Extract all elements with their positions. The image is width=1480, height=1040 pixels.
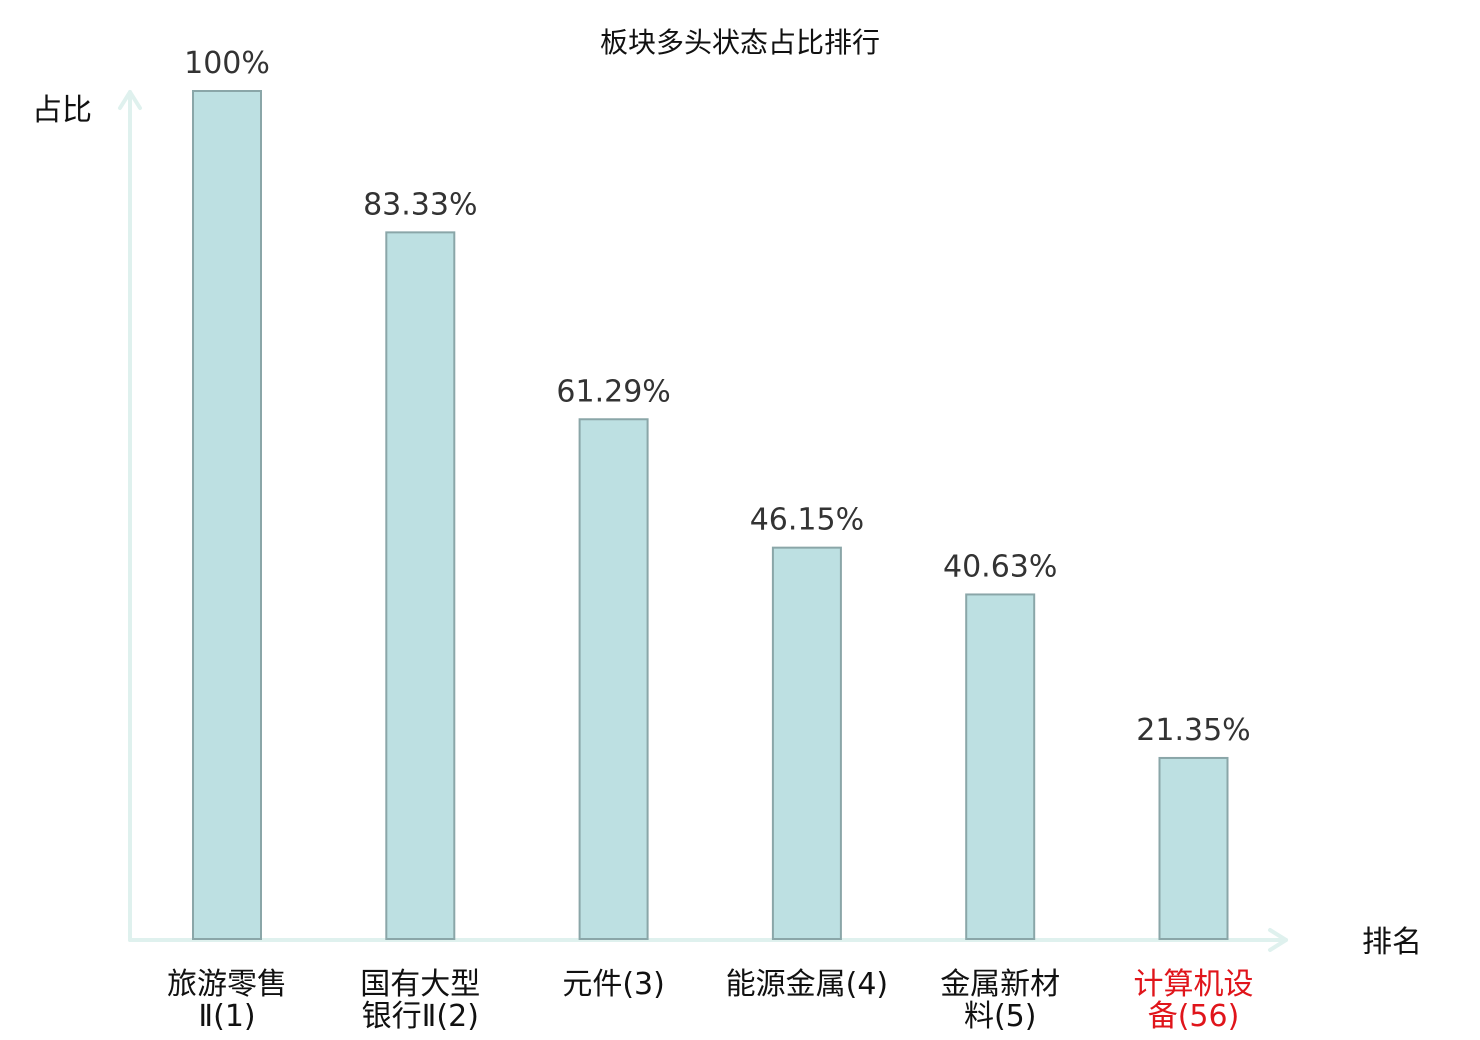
bar [192,90,262,940]
category-label-highlighted: 计算机设 [1134,967,1254,1002]
bars-group [192,90,1229,941]
category-label: 元件(3) [562,967,665,1002]
category-label: 能源金属(4) [726,967,889,1002]
bar [771,546,842,940]
category-label: Ⅱ(1) [198,999,255,1034]
x-axis [128,928,1288,952]
y-axis-arrowhead [118,90,142,110]
x-axis-arrowhead [1268,928,1288,952]
category-rank: (5) [994,999,1036,1034]
bar-value-label: 100% [184,46,270,81]
y-axis [118,90,142,942]
bar [385,231,456,941]
category-label: 旅游零售 [167,967,287,1002]
bar [578,418,649,940]
category-label: 国有大型 [360,967,480,1002]
category-rank: (4) [846,967,889,1002]
bar-value-label: 83.33% [363,187,477,222]
bar [965,593,1036,940]
bar [1158,756,1229,941]
category-label: 金属新材 [940,967,1060,1002]
y-axis-title: 占比 [32,93,92,128]
x-axis-title: 排名 [1362,925,1422,960]
bar-value-label: 21.35% [1136,713,1250,748]
category-rank: (2) [436,999,479,1034]
category-label: 银行Ⅱ(2) [362,999,479,1034]
bar-value-label: 40.63% [943,549,1057,584]
value-labels-group: 100% 83.33% 61.29% 46.15% 40.63% 21.35% [184,46,1251,748]
chart-title: 板块多头状态占比排行 [600,26,880,59]
bar-value-label: 61.29% [556,374,670,409]
category-rank: (56) [1178,999,1240,1034]
category-rank: (3) [622,967,665,1002]
category-rank: (1) [213,999,256,1034]
bar-value-label: 46.15% [750,503,864,538]
category-label-highlighted: 备(56) [1148,999,1240,1034]
category-label: 料(5) [964,999,1036,1034]
